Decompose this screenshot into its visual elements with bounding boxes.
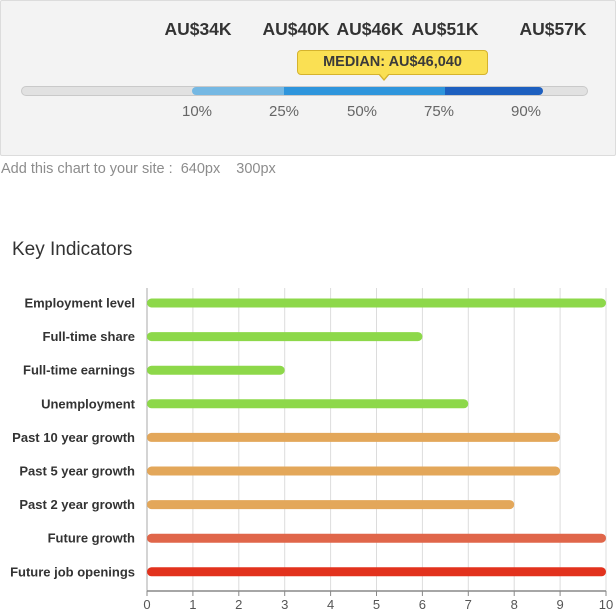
bar: [147, 466, 561, 476]
salary-band-2: [284, 87, 445, 95]
category-label: Past 5 year growth: [19, 464, 135, 479]
bar: [147, 432, 561, 442]
percentile-label: 75%: [423, 103, 455, 120]
bar: [147, 567, 606, 577]
salary-value-p75: AU$51K: [411, 19, 479, 39]
category-label: Unemployment: [41, 396, 136, 411]
x-tick-label: 1: [189, 597, 196, 609]
x-tick-label: 2: [235, 597, 242, 609]
percentile-label: 50%: [346, 103, 378, 120]
bar: [147, 298, 606, 308]
bar: [147, 399, 469, 409]
salary-band-1: [192, 87, 284, 95]
category-label: Future job openings: [10, 564, 135, 579]
category-label: Future growth: [48, 531, 135, 546]
bar: [147, 332, 423, 342]
key-indicators-chart: 0 1 2 3 4 5 6 7 8 9 10 Employment level Full-time sh…: [10, 288, 613, 609]
percentile-label: 25%: [268, 103, 300, 120]
category-label: Employment level: [24, 296, 135, 311]
percentile-label: 90%: [510, 103, 542, 120]
x-tick-label: 6: [419, 597, 426, 609]
embed-chart-line: Add this chart to your site : 640px 300p…: [1, 161, 280, 177]
x-tick-label: 3: [281, 597, 288, 609]
salary-range-panel: [0, 0, 616, 156]
category-label: Full-time share: [43, 329, 135, 344]
x-tick-label: 10: [599, 597, 613, 609]
x-tick-label: 0: [143, 597, 150, 609]
chart-title: Key Indicators: [12, 239, 133, 260]
salary-value-p25: AU$40K: [262, 19, 330, 39]
salary-value-p50: AU$46K: [336, 19, 404, 39]
bar: [147, 365, 285, 375]
x-tick-label: 7: [465, 597, 472, 609]
category-label: Past 10 year growth: [12, 430, 135, 445]
bar: [147, 533, 606, 543]
x-tick-label: 5: [373, 597, 380, 609]
x-tick-label: 9: [556, 597, 563, 609]
salary-value-p90: AU$57K: [519, 19, 587, 39]
category-label: Past 2 year growth: [19, 497, 135, 512]
median-callout: MEDIAN: AU$46,040: [297, 50, 488, 75]
salary-band-3: [445, 87, 543, 95]
category-label: Full-time earnings: [23, 363, 135, 378]
x-tick-label: 4: [327, 597, 334, 609]
embed-text: Add this chart to your site :: [1, 161, 173, 177]
x-tick-label: 8: [511, 597, 518, 609]
bar: [147, 500, 515, 510]
embed-size-300[interactable]: 300px: [236, 161, 276, 177]
percentile-label: 10%: [181, 103, 213, 120]
salary-value-p10: AU$34K: [164, 19, 232, 39]
embed-size-640[interactable]: 640px: [180, 161, 221, 177]
